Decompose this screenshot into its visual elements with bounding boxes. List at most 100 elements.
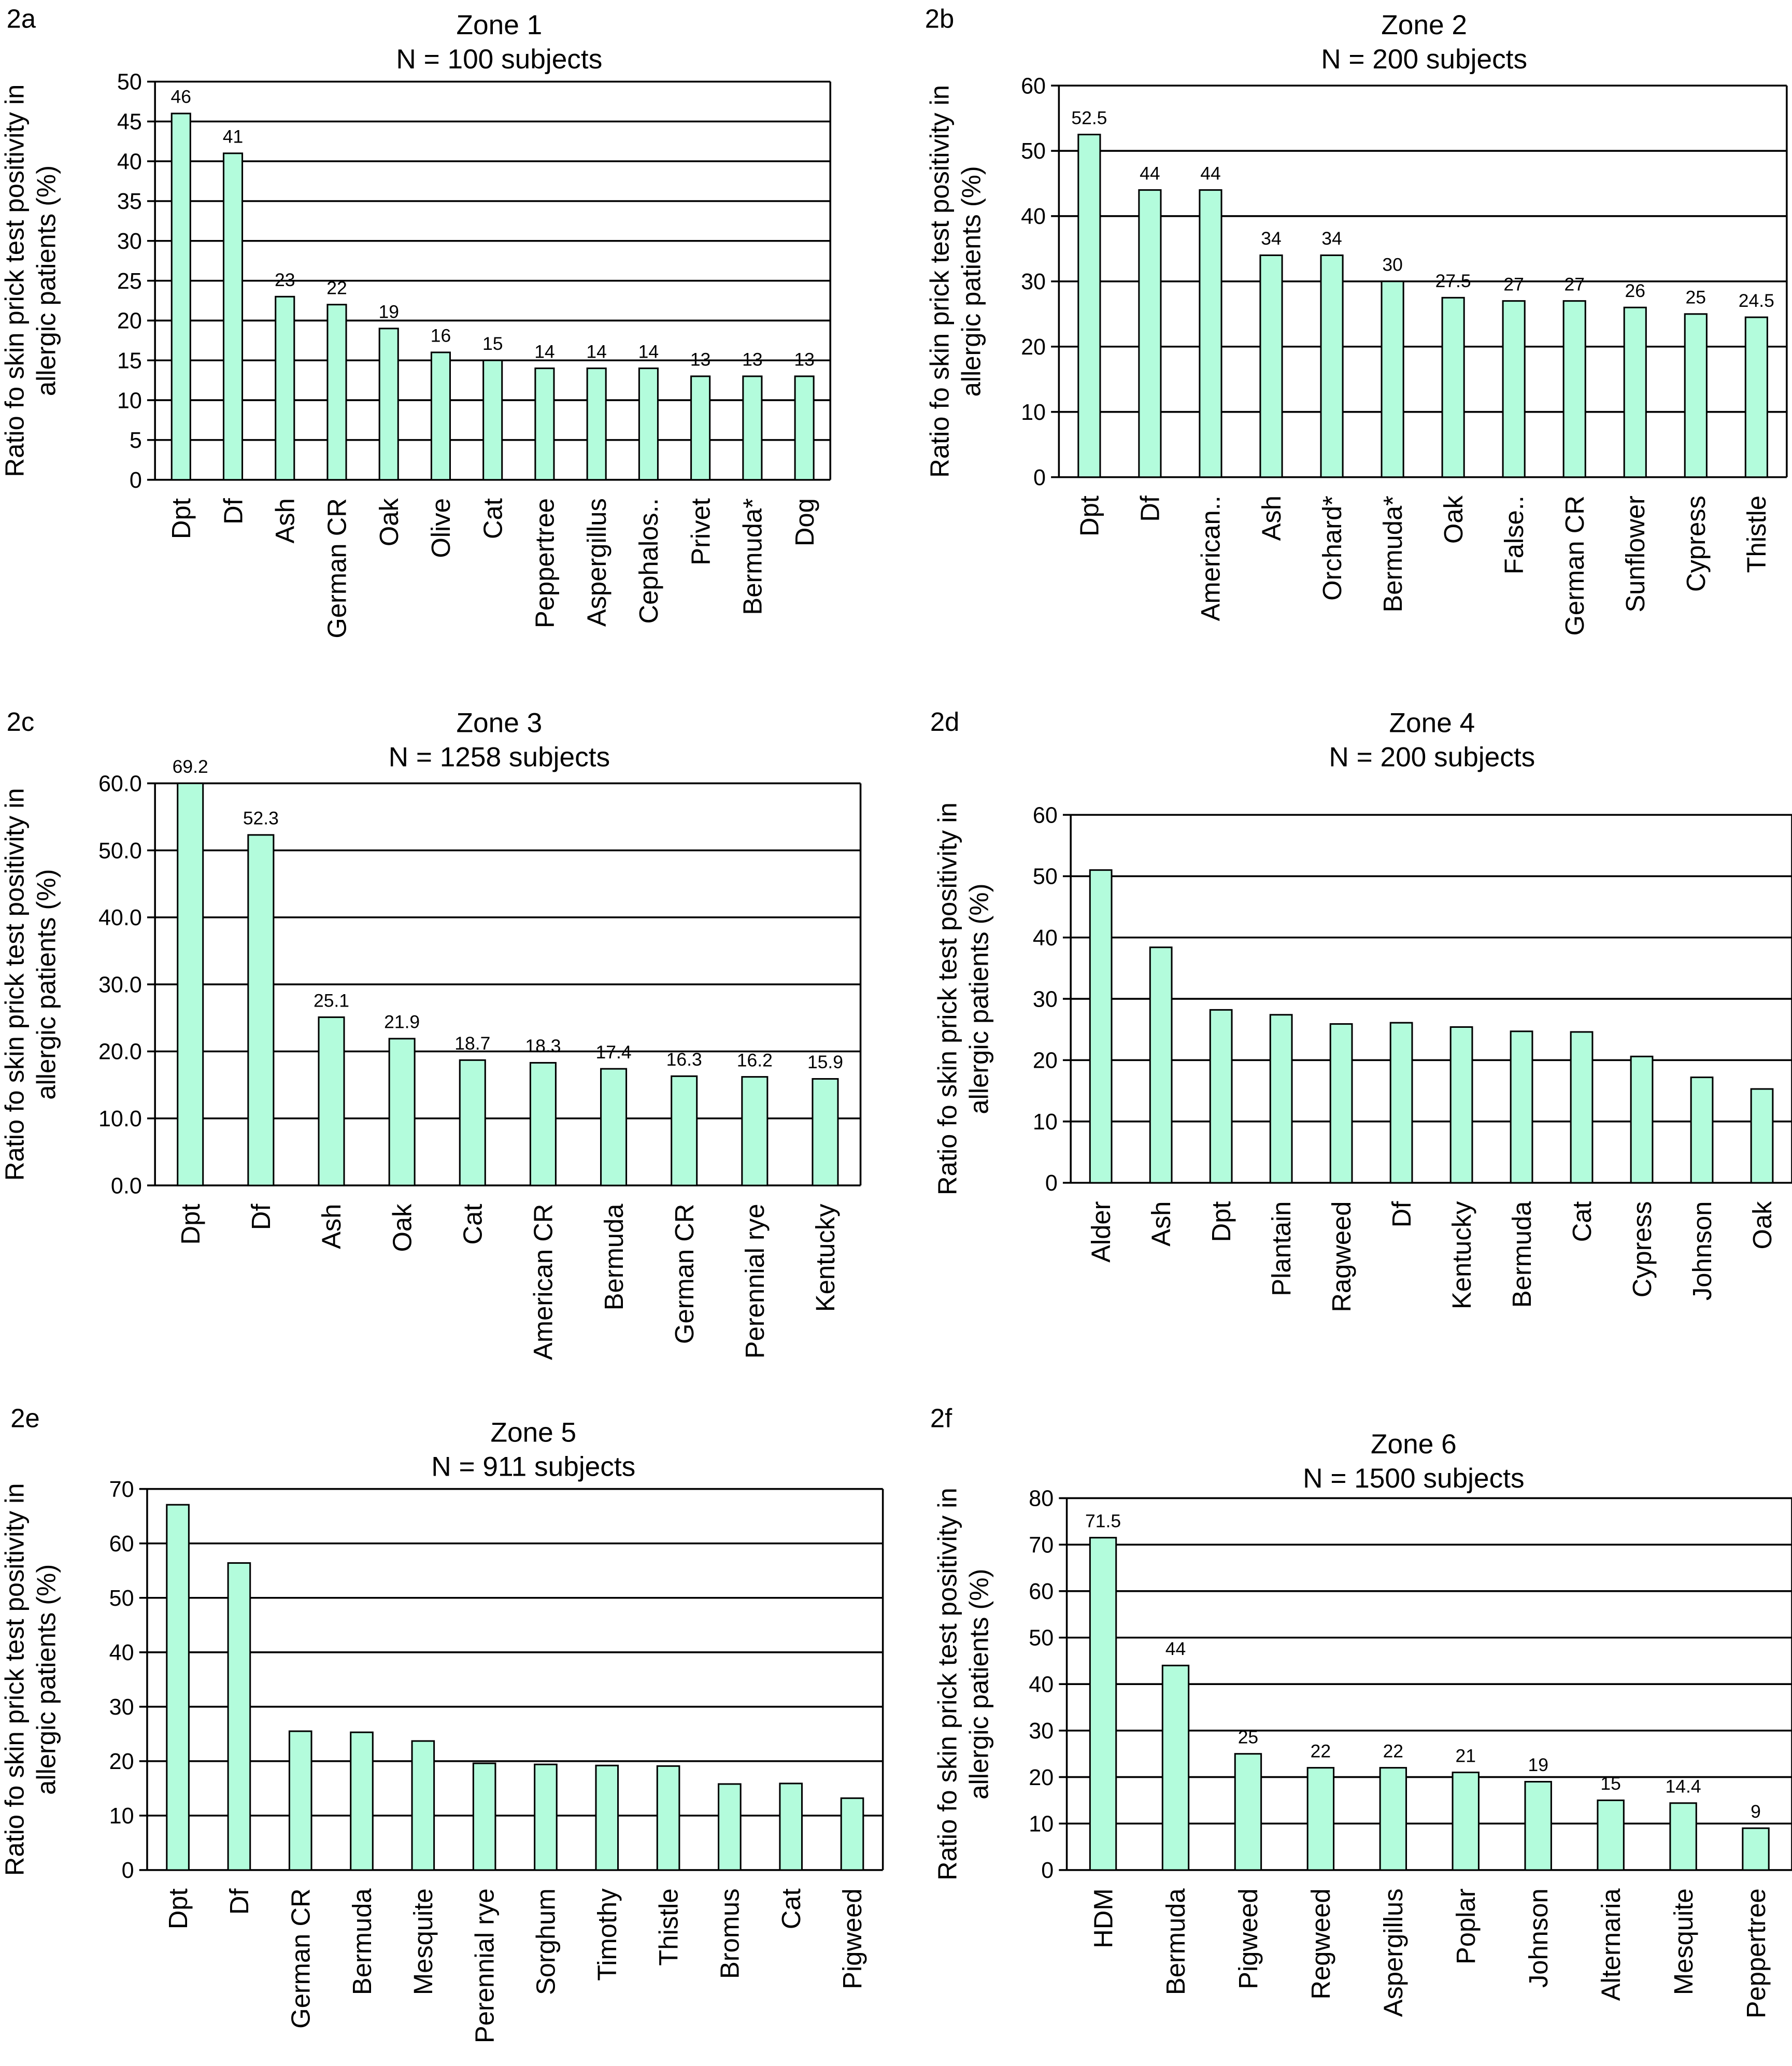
- data-label: 22: [1383, 1740, 1403, 1761]
- data-label: 14.4: [1666, 1776, 1701, 1796]
- bar-american-cr: [529, 1062, 557, 1186]
- x-tick-label: Bermuda: [599, 1204, 629, 1310]
- x-tick-label: Sunflower: [1620, 496, 1650, 613]
- x-tick-group: Oak: [374, 498, 404, 547]
- y-tick-label: 70: [109, 1477, 134, 1502]
- x-tick-label: Bromus: [715, 1888, 745, 1979]
- y-tick-label: 60: [1021, 74, 1046, 98]
- x-tick-group: Olive: [426, 498, 456, 558]
- data-label: 16: [431, 326, 451, 346]
- x-tick-label: Orchard*: [1317, 496, 1347, 601]
- y-tick-label: 20: [1021, 335, 1046, 360]
- x-tick-group: Timothy: [592, 1888, 622, 1981]
- x-tick-group: Privet: [686, 498, 715, 565]
- bar-ragweed: [1329, 1023, 1353, 1184]
- x-tick-group: Sunflower: [1620, 496, 1650, 613]
- chart-2c: 2c Zone 3 N = 1258 subjects Ratio fo skin p…: [0, 707, 862, 1360]
- x-tick-label: American..: [1196, 496, 1226, 621]
- y-tick-label: 80: [1029, 1487, 1054, 1511]
- y-tick-label: 40: [1029, 1672, 1054, 1697]
- bar-poplar: [1452, 1772, 1480, 1871]
- x-tick-label: Df: [224, 1888, 254, 1915]
- x-tick-label: Cypress: [1627, 1201, 1657, 1298]
- y-tick-label: 0: [130, 468, 142, 493]
- data-label: 71.5: [1085, 1510, 1121, 1531]
- panel-label: 2f: [930, 1404, 952, 1433]
- x-tick-label: Df: [218, 498, 248, 525]
- chart-2b: 2b Zone 2 N = 200 subjects Ratio fo skin pr…: [925, 4, 1788, 636]
- y-tick-label: 50: [1021, 139, 1046, 164]
- bar-olive: [430, 351, 451, 481]
- data-label: 15: [482, 333, 503, 354]
- y-tick-label: 30: [117, 229, 142, 254]
- bar-cephalos-: [638, 367, 659, 481]
- x-tick-label: Kentucky: [1447, 1201, 1476, 1309]
- x-tick-label: Poplar: [1451, 1888, 1481, 1964]
- data-label: 14: [638, 341, 659, 362]
- x-tick-group: HDM: [1088, 1888, 1118, 1948]
- panel-label: 2a: [7, 4, 36, 34]
- y-tick-label: 20: [109, 1749, 134, 1774]
- y-tick-label: 30: [1033, 987, 1058, 1012]
- bar-dog: [794, 375, 815, 481]
- bar-cat: [482, 359, 503, 481]
- x-tick-label: German CR: [1560, 496, 1589, 635]
- x-tick-label: German CR: [670, 1204, 699, 1344]
- data-label: 23: [275, 270, 295, 290]
- data-label: 18.7: [454, 1033, 490, 1054]
- bar-thistle: [656, 1765, 680, 1871]
- x-tick-label: Oak: [1747, 1201, 1777, 1250]
- y-tick-label: 0.0: [111, 1173, 142, 1198]
- x-tick-label: Aspergillus: [582, 498, 611, 627]
- data-label: 21: [1456, 1745, 1476, 1766]
- data-label: 13: [794, 349, 814, 370]
- x-tick-group: Cat: [776, 1888, 806, 1929]
- x-tick-group: American..: [1196, 496, 1226, 621]
- bar-alternaria: [1597, 1799, 1625, 1871]
- y-axis-label-line1: Ratio fo skin prick test positivity in: [0, 84, 30, 477]
- data-label: 17.4: [596, 1042, 632, 1063]
- chart-subtitle: N = 100 subjects: [396, 44, 602, 75]
- chart-title: Zone 5: [490, 1417, 576, 1448]
- y-tick-label: 10.0: [98, 1107, 142, 1131]
- x-tick-label: HDM: [1088, 1888, 1118, 1948]
- x-tick-group: Ash: [1146, 1201, 1176, 1247]
- bar-df: [227, 1562, 251, 1871]
- x-tick-group: Bermuda*: [1378, 496, 1407, 612]
- y-axis-label-line2: allergic patients (%): [31, 1564, 61, 1795]
- x-tick-label: Df: [1387, 1201, 1416, 1228]
- bar-df: [1138, 189, 1162, 478]
- bar-german-cr: [288, 1730, 312, 1871]
- y-tick-label: 0: [122, 1858, 134, 1883]
- x-tick-label: American CR: [529, 1204, 558, 1360]
- x-tick-label: Dpt: [166, 498, 196, 539]
- y-tick-label: 0: [1033, 465, 1046, 490]
- x-tick-label: Mesquite: [1669, 1888, 1698, 1995]
- x-tick-group: Johnson: [1524, 1888, 1553, 1988]
- x-tick-group: Plantain: [1267, 1201, 1296, 1296]
- bar-thistle: [1744, 316, 1768, 478]
- x-tick-group: Peppertree: [1741, 1888, 1771, 2018]
- data-label: 46: [171, 87, 191, 107]
- y-tick-label: 20: [1029, 1765, 1054, 1790]
- bar-german-cr: [326, 304, 347, 481]
- panel-label: 2b: [925, 4, 954, 34]
- data-label: 27.5: [1435, 271, 1471, 291]
- bar-false-: [1502, 300, 1526, 478]
- data-label: 15: [1600, 1773, 1620, 1794]
- bar-df: [222, 152, 244, 481]
- x-tick-label: German CR: [286, 1888, 315, 2028]
- y-tick-label: 50: [117, 70, 142, 95]
- x-tick-label: Ash: [270, 498, 300, 543]
- chart-subtitle: N = 1500 subjects: [1303, 1463, 1525, 1494]
- y-axis-label-line2: allergic patients (%): [964, 1569, 993, 1800]
- bar-perennial-rye: [472, 1762, 496, 1871]
- y-axis-label-line1: Ratio fo skin prick test positivity in: [0, 788, 30, 1181]
- x-tick-group: Thistle: [653, 1888, 683, 1965]
- x-tick-group: American CR: [529, 1204, 558, 1360]
- bar-sorghum: [534, 1763, 558, 1871]
- data-label: 25: [1238, 1727, 1258, 1747]
- data-label: 16.3: [666, 1049, 702, 1070]
- bar-dpt: [1077, 134, 1101, 478]
- x-tick-label: Bermuda: [1507, 1201, 1537, 1308]
